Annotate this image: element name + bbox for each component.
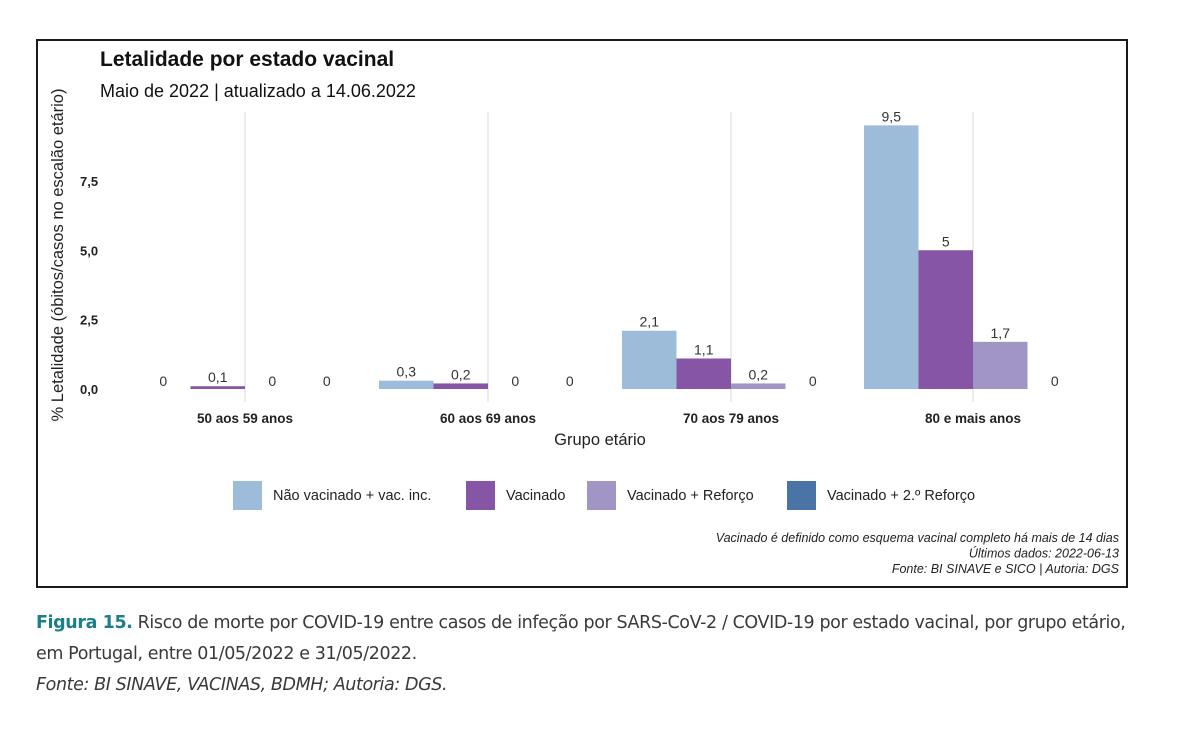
legend-item: Não vacinado + vac. inc. (233, 481, 431, 510)
y-tick-label: 7,5 (80, 174, 98, 189)
chart-note: Últimos dados: 2022-06-13 (969, 546, 1119, 561)
y-tick-label: 5,0 (80, 243, 98, 258)
legend-label: Vacinado + Reforço (627, 488, 754, 504)
caption-source: Fonte: BI SINAVE, VACINAS, BDMH; Autoria… (36, 675, 448, 695)
bar-2-4 (918, 250, 973, 389)
figure-label: Figura 15. (36, 613, 133, 633)
legend-item: Vacinado (466, 481, 565, 510)
data-labels: 0 0,1 0 0 0,3 0,2 0 0 2,1 1,1 0,2 0 9,5 5 1,7 0 (159, 108, 1059, 389)
figure-caption: Figura 15. Risco de morte por COVID-19 e… (36, 608, 1156, 701)
bars (190, 125, 1028, 389)
x-axis-label: Grupo etário (554, 431, 646, 449)
bar-2-3 (676, 358, 731, 389)
data-label: 0 (268, 373, 276, 389)
chart-title: Letalidade por estado vacinal (100, 48, 394, 71)
bar-1-2 (379, 380, 434, 389)
data-label: 2,1 (640, 314, 660, 330)
legend-swatch (787, 481, 816, 510)
y-axis-label: % Letalidade (óbitos/casos no escalão et… (49, 89, 67, 422)
legend-label: Vacinado + 2.º Reforço (827, 488, 975, 504)
grid (244, 112, 974, 402)
data-label: 0 (511, 373, 519, 389)
legend-swatch (466, 481, 495, 510)
data-label: 0,2 (749, 366, 769, 382)
legend-swatch (233, 481, 262, 510)
bar-2-2 (433, 383, 488, 389)
chart: Letalidade por estado vacinal Maio de 20… (49, 48, 1120, 576)
data-label: 0 (323, 373, 331, 389)
y-axis-ticks: 0,0 2,5 5,0 7,5 (80, 174, 98, 397)
legend-swatch (587, 481, 616, 510)
data-label: 5 (942, 233, 950, 249)
legend-item: Vacinado + Reforço (587, 481, 754, 510)
chart-notes: Vacinado é definido como esquema vacinal… (716, 531, 1120, 576)
legend-item: Vacinado + 2.º Reforço (787, 481, 975, 510)
data-label: 0,1 (208, 369, 228, 385)
data-label: 1,1 (694, 341, 714, 357)
bar-3-4 (973, 341, 1028, 389)
chart-note: Vacinado é definido como esquema vacinal… (716, 531, 1119, 545)
bar-1-3 (622, 330, 677, 389)
bar-2-1 (190, 386, 245, 389)
data-label: 0,3 (397, 364, 417, 380)
bar-3-3 (731, 383, 786, 389)
x-tick-label: 70 aos 79 anos (683, 411, 779, 426)
caption-text: Risco de morte por COVID-19 entre casos … (36, 613, 1126, 664)
data-label: 0,2 (451, 366, 471, 382)
data-label: 0 (809, 373, 817, 389)
data-label: 0 (159, 373, 167, 389)
x-tick-label: 50 aos 59 anos (197, 411, 293, 426)
x-tick-label: 60 aos 69 anos (440, 411, 536, 426)
chart-subtitle: Maio de 2022 | atualizado a 14.06.2022 (100, 81, 416, 101)
y-tick-label: 2,5 (80, 313, 98, 328)
data-label: 0 (1051, 373, 1059, 389)
bar-1-4 (864, 125, 919, 389)
data-label: 1,7 (991, 325, 1011, 341)
y-tick-label: 0,0 (80, 382, 98, 397)
x-axis-ticks: 50 aos 59 anos 60 aos 69 anos 70 aos 79 an… (197, 411, 1021, 426)
legend: Não vacinado + vac. inc. Vacinado Vacinado… (233, 481, 975, 510)
data-label: 0 (566, 373, 574, 389)
chart-note: Fonte: BI SINAVE e SICO | Autoria: DGS (892, 562, 1120, 576)
legend-label: Vacinado (506, 488, 565, 504)
data-label: 9,5 (882, 108, 902, 124)
legend-label: Não vacinado + vac. inc. (273, 488, 431, 504)
x-tick-label: 80 e mais anos (925, 411, 1021, 426)
